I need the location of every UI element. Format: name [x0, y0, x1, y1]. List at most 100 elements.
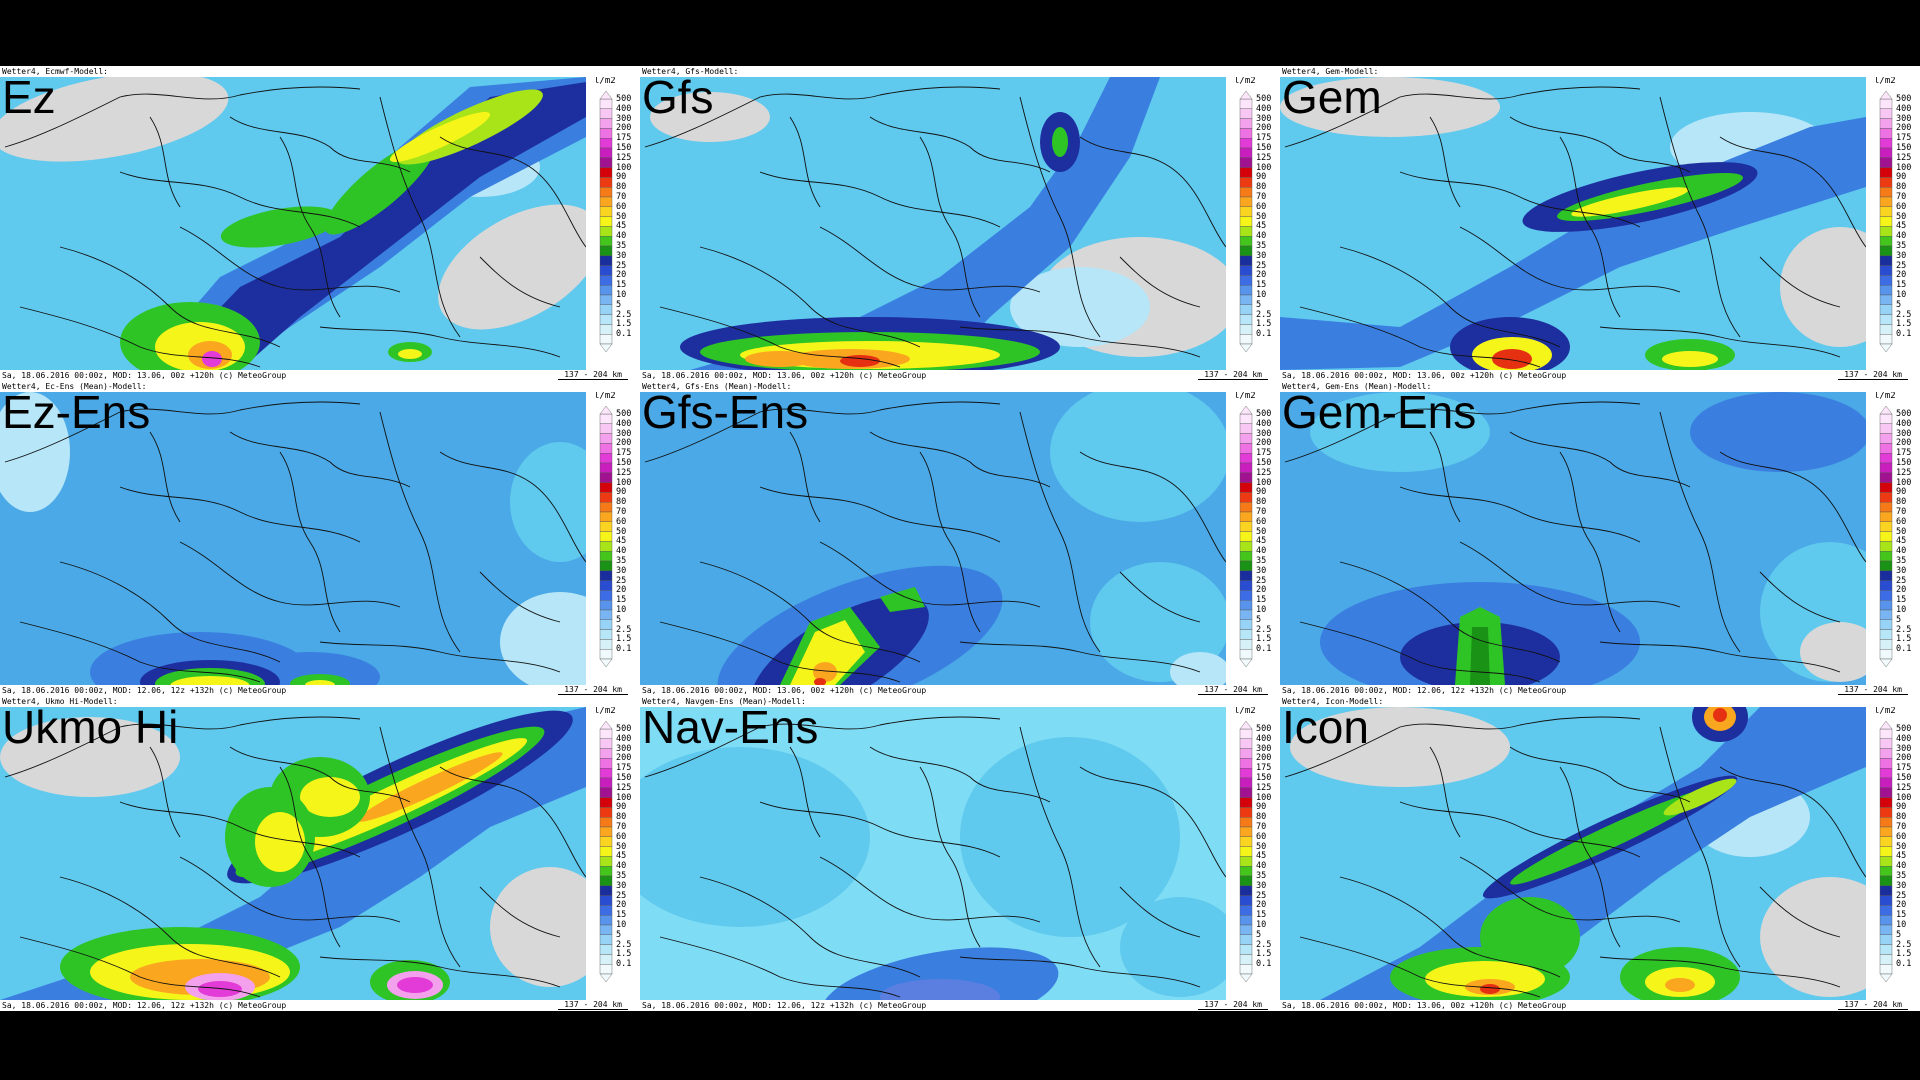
legend-swatch: [1879, 275, 1893, 286]
legend-swatch: [1239, 550, 1253, 562]
legend-level-label: 200: [1896, 753, 1912, 764]
legend-level-label: 10: [1256, 920, 1267, 930]
legend-level-label: 2.5: [1896, 309, 1912, 320]
legend-swatch: [599, 748, 613, 759]
legend-swatch: [1239, 265, 1253, 276]
precip-area: [814, 678, 826, 685]
legend-level-label: 300: [616, 113, 632, 124]
legend-swatch: [1879, 413, 1893, 425]
model-label: Icon: [1282, 701, 1369, 753]
legend-level-label: 125: [1896, 782, 1912, 793]
legend-swatch: [1239, 590, 1253, 601]
legend-level-label: 1.5: [1256, 319, 1272, 330]
legend-unit: l/m2: [1234, 706, 1256, 716]
legend-level-label: 20: [1256, 270, 1267, 281]
legend-swatch: [1879, 777, 1893, 789]
legend-swatch: [1879, 98, 1893, 110]
legend-swatch: [1879, 934, 1893, 945]
panel-footer: Sa, 18.06.2016 00:00z, MOD: 12.06, 12z +…: [0, 1000, 588, 1011]
legend-level-label: 300: [1896, 743, 1912, 754]
legend-colorbar: [1879, 90, 1893, 353]
legend-level-label: 2.5: [1256, 624, 1272, 635]
precip-area: [170, 676, 250, 685]
legend-swatch: [599, 856, 613, 867]
panel-header: Wetter4, Icon-Modell:: [1280, 696, 1920, 707]
legend-level-label: 15: [1256, 280, 1267, 291]
precip-area: [202, 351, 222, 367]
legend-level-label: 0.1: [616, 329, 632, 340]
legend-level-label: 300: [1256, 428, 1272, 439]
legend-level-label: 2.5: [1256, 309, 1272, 320]
country-borders: [4, 716, 586, 998]
legend-swatch: [1239, 807, 1253, 818]
legend-swatch: [1879, 550, 1893, 562]
legend-swatch: [1239, 324, 1253, 335]
legend-cap-top: [1879, 90, 1893, 100]
model-panel-gfs: Wetter4, Gfs-Modell: Gfs l/m2 500 400 300 2…: [640, 66, 1280, 381]
legend-swatch: [1879, 167, 1893, 178]
legend-swatch: [1879, 128, 1893, 139]
legend-swatch: [599, 619, 613, 630]
legend-level-label: 40: [616, 861, 627, 872]
legend-level-label: 2.5: [616, 624, 632, 635]
legend-swatch: [599, 768, 613, 779]
legend-swatch: [1879, 138, 1893, 149]
legend-level-label: 30: [1256, 250, 1267, 261]
legend-level-label: 125: [1256, 782, 1272, 793]
legend-swatch: [599, 216, 613, 227]
legend-swatch: [1239, 245, 1253, 257]
precip-map: [1280, 707, 1866, 1000]
panel-header: Wetter4, Gem-Ens (Mean)-Modell:: [1280, 381, 1920, 392]
scale-bar: 137 - 204 km: [558, 685, 628, 695]
legend-swatch: [1879, 599, 1893, 611]
legend-level-label: 150: [1896, 773, 1912, 783]
legend-swatch: [1879, 531, 1893, 542]
legend-unit: l/m2: [594, 76, 616, 86]
legend-level-label: 125: [616, 152, 632, 163]
legend-level-label: 80: [1256, 182, 1267, 193]
precip-map: [640, 392, 1226, 685]
legend-level-label: 15: [616, 595, 627, 606]
precip-area: [438, 204, 586, 330]
legend-level-label: 100: [616, 162, 632, 173]
legend-level-label: 60: [616, 201, 627, 212]
legend-swatch: [1879, 609, 1893, 621]
model-label: Nav-Ens: [642, 701, 819, 753]
precip-area: [745, 351, 815, 367]
legend-swatch: [599, 226, 613, 237]
legend-swatch: [599, 304, 613, 315]
legend-level-label: 15: [1896, 910, 1907, 921]
legend-swatch: [599, 314, 613, 325]
legend-swatch: [1239, 885, 1253, 896]
legend-swatch: [599, 284, 613, 296]
legend-swatch: [1239, 177, 1253, 188]
scale-bar: 137 - 204 km: [558, 1000, 628, 1010]
legend-swatch: [1239, 649, 1253, 660]
legend-swatch: [1879, 235, 1893, 247]
legend-level-label: 25: [616, 260, 627, 271]
legend-swatch: [599, 128, 613, 139]
precip-area: [397, 977, 433, 993]
precip-area: [1425, 961, 1545, 997]
legend-level-label: 100: [616, 792, 632, 803]
legend-level-label: 45: [616, 536, 627, 547]
legend-level-label: 500: [616, 94, 632, 104]
legend-level-label: 50: [1256, 526, 1267, 537]
model-panel-gem: Wetter4, Gem-Modell: Gem l/m2 500 400 300 2…: [1280, 66, 1920, 381]
legend-level-label: 2.5: [616, 939, 632, 950]
legend-level-label: 15: [1256, 595, 1267, 606]
legend-swatch: [1239, 118, 1253, 129]
legend-swatch: [599, 777, 613, 789]
legend-cap-top: [1239, 90, 1253, 100]
legend-swatch: [1239, 138, 1253, 149]
legend-level-label: 1.5: [616, 949, 632, 960]
legend-level-label: 200: [616, 438, 632, 449]
legend-level-label: 125: [1256, 152, 1272, 163]
legend-swatch: [1239, 108, 1253, 119]
legend-level-label: 5: [1896, 929, 1902, 940]
legend-swatch: [1239, 157, 1253, 168]
legend-level-label: 400: [1896, 733, 1912, 744]
legend-swatch: [1239, 453, 1253, 464]
legend-swatch: [1239, 521, 1253, 532]
legend-level-label: 200: [1896, 123, 1912, 134]
